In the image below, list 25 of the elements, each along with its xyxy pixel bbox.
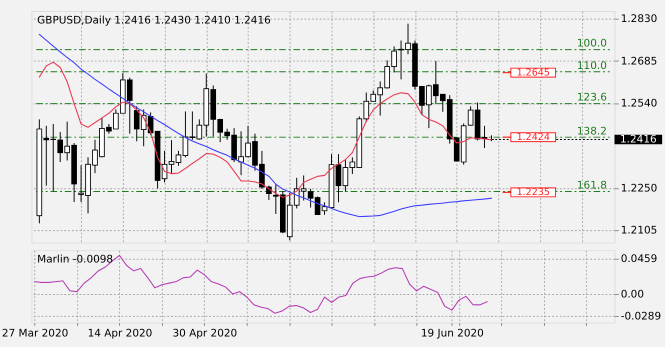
y-tick-label: -0.0289	[620, 310, 662, 323]
annotation: 1.2235	[516, 187, 550, 198]
x-tick-label: 27 Mar 2020	[2, 327, 68, 340]
annotation: 110.0	[576, 60, 607, 72]
annotation: 1.2645	[516, 68, 550, 79]
y-tick-label: 1.2830	[620, 12, 658, 25]
chart-title: GBPUSD,Daily 1.2416 1.2430 1.2410 1.2416	[37, 14, 271, 26]
line-series	[34, 254, 488, 314]
y-tick-label: 1.2250	[620, 182, 658, 194]
y-tick-label: 0.00	[620, 288, 644, 300]
annotation: 100.0	[576, 38, 607, 50]
annotation: 138.2	[576, 125, 607, 138]
line-series	[38, 34, 492, 218]
ref-line-label: 1.2416	[620, 133, 657, 146]
x-tick-label: 19 Jun 2020	[420, 327, 484, 340]
y-tick-label: 1.2540	[620, 98, 658, 110]
y-tick-label: 1.2685	[620, 55, 658, 68]
y-tick-label: 0.0459	[620, 252, 658, 265]
chart-title: Marlin -0.0098	[37, 254, 114, 266]
x-tick-label: 30 Apr 2020	[172, 327, 238, 340]
x-tick-label: 14 Apr 2020	[88, 327, 152, 340]
annotation: 123.6	[576, 92, 607, 104]
y-tick-label: 1.2105	[620, 224, 658, 237]
annotation: 1.2424	[516, 132, 550, 144]
annotation: 161.8	[576, 180, 607, 192]
